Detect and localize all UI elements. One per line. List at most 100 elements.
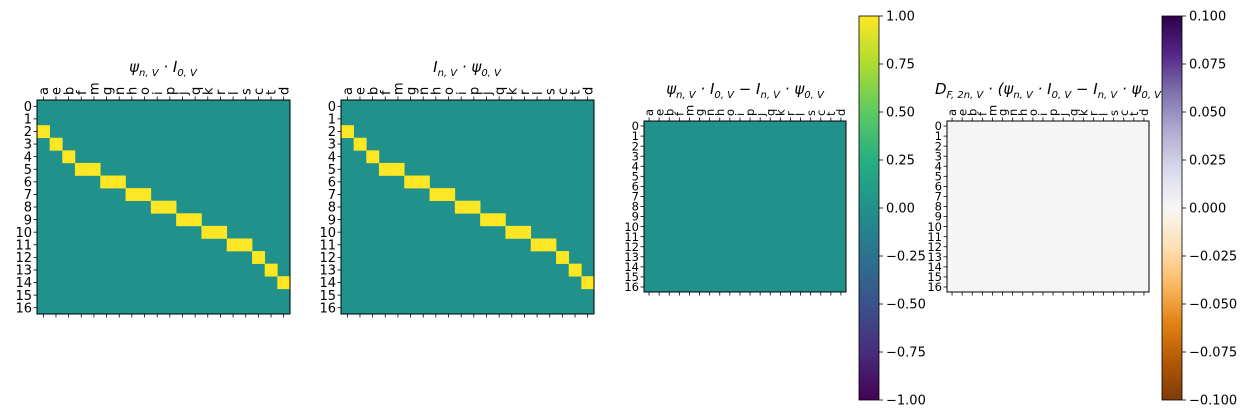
colorbar-tick-label: −0.075: [1189, 346, 1237, 361]
x-tick-label: i: [733, 113, 747, 116]
colorbar-tick-label: −0.50: [886, 298, 926, 313]
heatmap-cell: [416, 175, 430, 189]
x-tick-label: g: [100, 87, 115, 95]
colorbar-tick-label: 0.25: [886, 154, 915, 169]
y-tick-label: 11: [927, 230, 942, 244]
colorbar-tick-label: 0.00: [886, 202, 915, 217]
x-tick-label: h: [713, 109, 727, 116]
y-tick-label: 10: [15, 226, 32, 241]
heatmap-cell: [264, 263, 278, 277]
x-tick-label: t: [569, 90, 584, 95]
x-tick-label: l: [227, 91, 242, 95]
heatmap-panel-1: 012345678910111213141516aebfmgnhoipjqkrl…: [15, 58, 292, 318]
heatmap-panel-4: 012345678910111213141516aebfmgnhoipjqkrl…: [927, 80, 1162, 296]
heatmap-cell: [518, 225, 532, 239]
y-tick-label: 0: [328, 100, 336, 115]
heatmap-cell: [62, 150, 76, 164]
colorbar-gradient: [858, 15, 880, 401]
heatmap-cell: [341, 125, 354, 139]
x-tick-label: c: [1117, 110, 1131, 116]
x-tick-label: o: [442, 87, 457, 95]
x-tick-label: n: [703, 109, 717, 116]
x-tick-label: m: [683, 105, 697, 116]
colorbar-tick-label: −0.25: [886, 250, 926, 265]
y-tick-label: 3: [935, 149, 942, 163]
heatmap-cell: [112, 175, 126, 189]
heatmap-background: [947, 121, 1149, 292]
y-tick-label: 4: [632, 159, 639, 173]
heatmap-cell: [163, 200, 177, 214]
colorbar-tick-label: 0.050: [1189, 106, 1226, 121]
heatmap-cell: [87, 162, 101, 176]
colorbar-tick-label: −0.025: [1189, 250, 1237, 265]
x-tick-label: q: [493, 87, 508, 95]
x-tick-label: s: [804, 110, 818, 116]
y-tick-label: 10: [927, 220, 942, 234]
colorbar-3: 1.00 0.75 0.50 0.25 0.00 −0.25 −0.50 −0.75 −1.00: [858, 10, 926, 409]
y-tick-label: 7: [935, 190, 942, 204]
y-tick-label: 5: [24, 163, 32, 178]
y-tick-label: 12: [319, 251, 336, 266]
panel-title: DF, 2n, V · (ψn, V · I0, V − In, V · ψ0,…: [935, 80, 1162, 101]
panel-title: ψn, V · I0, Vψn,V · I0,V: [129, 58, 198, 79]
x-tick-label: b: [62, 87, 77, 95]
x-tick-label: d: [277, 87, 292, 95]
x-tick-label: s: [1107, 110, 1121, 116]
y-tick-label: 16: [927, 280, 942, 294]
heatmap-background: [644, 121, 846, 292]
y-tick-label: 9: [632, 210, 639, 224]
y-tick-label: 4: [24, 150, 32, 165]
heatmap-cell: [480, 213, 494, 227]
x-tick-label: q: [189, 87, 204, 95]
panel-title: ψn, V · I0, V − In, V · ψ0, Vψn,V · I0,V…: [666, 80, 825, 101]
x-tick-label: p: [743, 109, 757, 116]
x-tick-label: l: [1097, 113, 1111, 116]
y-tick-label: 5: [632, 169, 639, 183]
y-tick-label: 0: [632, 119, 639, 133]
y-tick-label: 0: [24, 100, 32, 115]
x-tick-label: r: [518, 89, 533, 95]
y-tick-label: 1: [24, 113, 32, 128]
x-tick-label: b: [965, 109, 979, 116]
y-tick-label: 10: [319, 226, 336, 241]
y-tick-label: 11: [319, 238, 336, 253]
x-tick-label: p: [468, 87, 483, 95]
heatmap-cell: [568, 263, 582, 277]
colorbar-gradient: [1161, 15, 1183, 401]
x-tick-label: r: [784, 111, 798, 116]
heatmap-panel-2: 012345678910111213141516aebfmgnhoipjqkrl…: [319, 58, 596, 318]
y-tick-label: 9: [24, 213, 32, 228]
x-tick-label: m: [88, 82, 103, 95]
x-tick-label: k: [505, 87, 520, 95]
panel-title: In, V · ψ0, VIn,V · ψ0,V: [433, 58, 502, 79]
heatmap-cell: [37, 125, 50, 139]
x-tick-label: f: [975, 111, 989, 116]
x-tick-label: q: [1066, 109, 1080, 116]
heatmap-cell: [74, 162, 88, 176]
x-tick-label: c: [556, 88, 571, 95]
y-tick-label: 3: [328, 138, 336, 153]
y-tick-label: 6: [24, 176, 32, 191]
y-tick-label: 16: [319, 301, 336, 316]
x-tick-label: f: [379, 90, 394, 95]
heatmap-cell: [581, 276, 595, 290]
colorbar-tick-label: 1.00: [886, 10, 915, 25]
y-tick-label: 3: [632, 149, 639, 163]
x-tick-label: i: [151, 91, 166, 95]
y-tick-label: 0: [935, 119, 942, 133]
y-tick-label: 12: [927, 240, 942, 254]
heatmap-cell: [404, 175, 418, 189]
x-tick-label: k: [201, 87, 216, 95]
y-tick-label: 13: [319, 264, 336, 279]
y-tick-label: 9: [935, 210, 942, 224]
x-tick-label: t: [265, 90, 280, 95]
x-tick-label: c: [252, 88, 267, 95]
heatmap-cell: [492, 213, 506, 227]
x-tick-label: j: [1056, 113, 1070, 117]
x-tick-label: n: [113, 87, 128, 95]
heatmap-cell: [252, 251, 265, 264]
colorbar-tick-label: 0.100: [1189, 10, 1226, 25]
x-tick-label: r: [1087, 111, 1101, 116]
heatmap-cell: [429, 188, 443, 202]
